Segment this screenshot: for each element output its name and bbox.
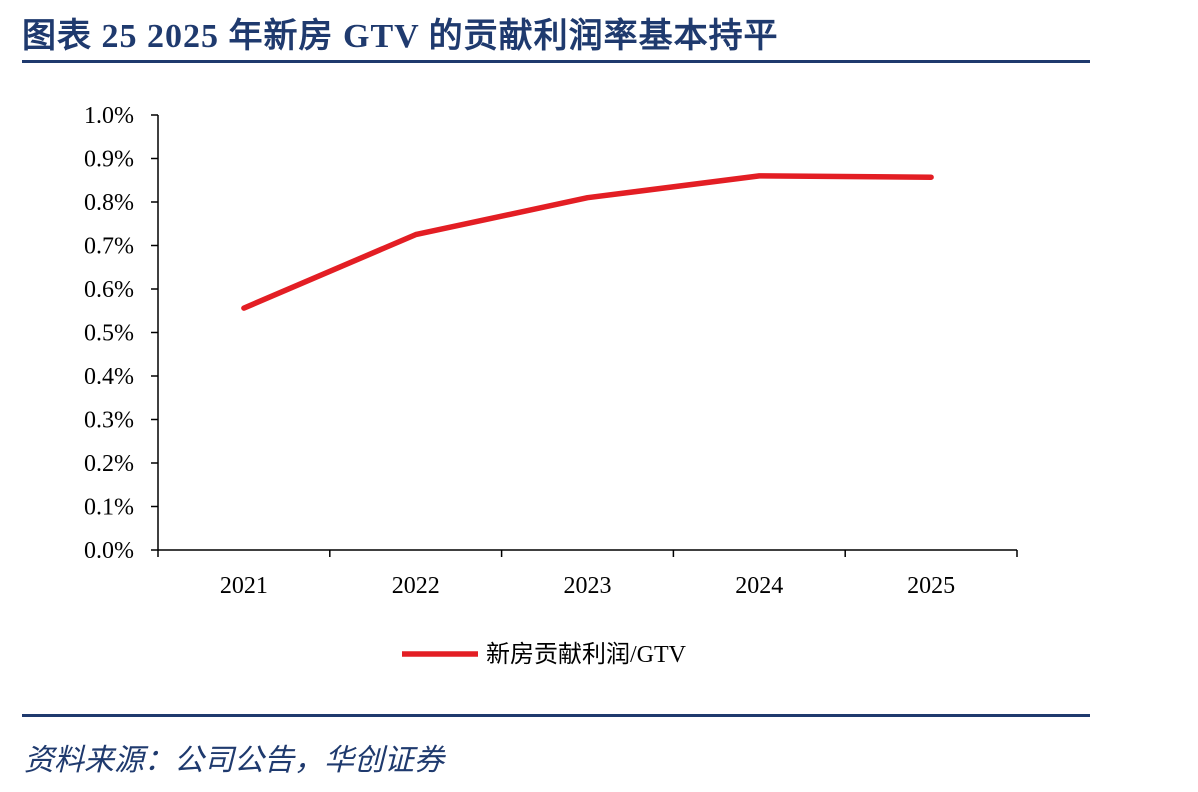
title-divider <box>22 60 1090 63</box>
y-tick-label: 0.6% <box>84 277 134 303</box>
y-tick-label: 1.0% <box>84 103 134 129</box>
series-line <box>241 173 934 311</box>
y-tick-label: 0.7% <box>84 234 134 260</box>
y-tick-label: 0.9% <box>84 147 134 173</box>
y-tick-label: 0.5% <box>84 321 134 347</box>
footer-divider <box>22 714 1090 717</box>
x-tick-label: 2024 <box>735 573 783 599</box>
y-tick-label: 0.8% <box>84 190 134 216</box>
legend-label: 新房贡献利润/GTV <box>486 641 687 668</box>
y-axis: 0.0% 0.1% 0.2% 0.3% 0.4% 0.5% 0.6% 0.7% 0.8% 0.9%… <box>84 103 159 564</box>
y-tick-label: 0.0% <box>84 538 134 564</box>
legend: 新房贡献利润/GTV <box>402 641 687 668</box>
x-tick-label: 2022 <box>392 573 440 599</box>
figure-title: 图表 25 2025 年新房 GTV 的贡献利润率基本持平 <box>22 18 779 55</box>
line-chart: 0.0% 0.1% 0.2% 0.3% 0.4% 0.5% 0.6% 0.7% 0.8% 0.9%… <box>84 103 1018 668</box>
figure-header: 图表 25 2025 年新房 GTV 的贡献利润率基本持平 <box>22 0 1090 64</box>
y-tick-label: 0.4% <box>84 364 134 390</box>
x-tick-label: 2023 <box>564 573 612 599</box>
y-tick-label: 0.3% <box>84 408 134 434</box>
x-axis: 2021 2022 2023 2024 2025 <box>157 549 1018 599</box>
source-note: 资料来源：公司公告，华创证券 <box>24 744 444 777</box>
series-layer <box>241 173 934 311</box>
y-tick-label: 0.2% <box>84 451 134 477</box>
x-tick-label: 2021 <box>220 573 268 599</box>
y-tick-label: 0.1% <box>84 495 134 521</box>
x-tick-label: 2025 <box>907 573 955 599</box>
